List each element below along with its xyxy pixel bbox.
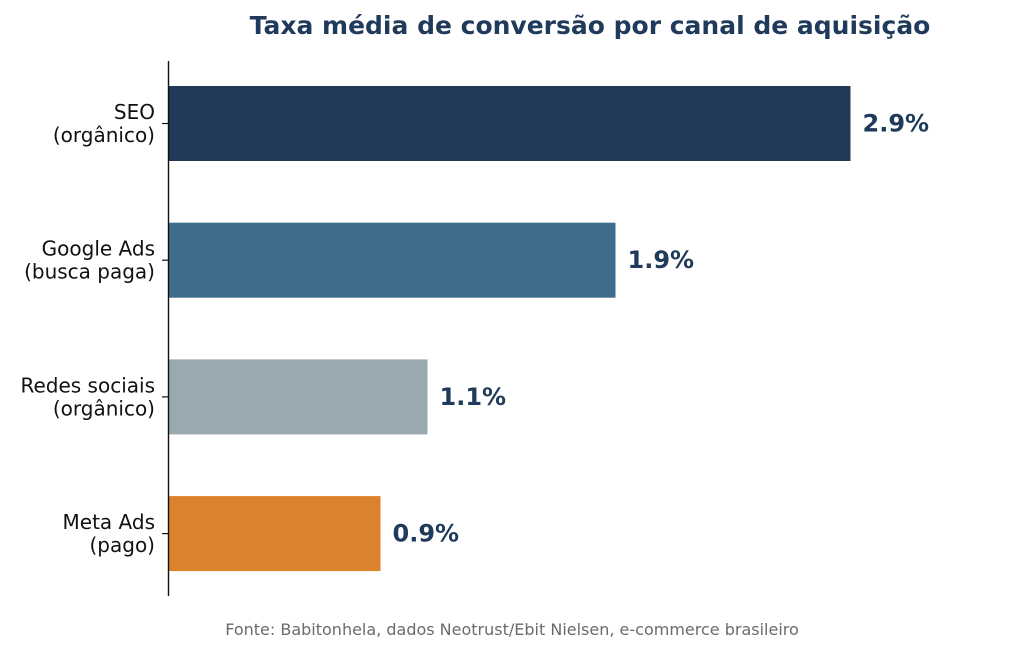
bar-1 [169, 86, 851, 161]
category-label: Meta Ads [63, 510, 155, 534]
chart-title: Taxa média de conversão por canal de aqu… [250, 11, 931, 40]
category-label: SEO [114, 100, 155, 124]
category-label: (orgânico) [53, 123, 155, 147]
bar-value-label: 1.1% [440, 383, 507, 411]
category-label: Redes sociais [20, 373, 155, 397]
bar-value-label: 0.9% [393, 520, 460, 548]
bar-3 [169, 359, 428, 435]
category-label: (busca paga) [24, 260, 155, 284]
category-label: Google Ads [42, 237, 155, 261]
plot-area: 2.9%SEO(orgânico)1.9%Google Ads(busca pa… [20, 86, 930, 572]
bar-value-label: 2.9% [863, 110, 930, 138]
category-label: (pago) [90, 533, 156, 557]
bar-2 [169, 222, 616, 298]
bar-4 [169, 496, 381, 572]
category-label: (orgânico) [53, 396, 155, 420]
bar-value-label: 1.9% [628, 246, 695, 274]
source-note: Fonte: Babitonhela, dados Neotrust/Ebit … [225, 620, 799, 639]
